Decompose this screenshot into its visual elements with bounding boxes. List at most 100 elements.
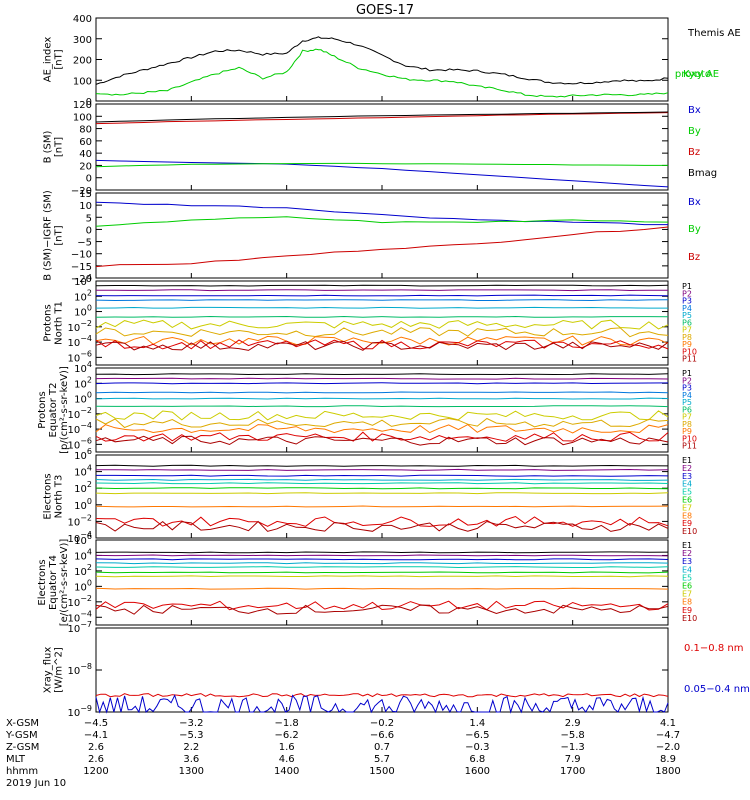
y-axis-label: Equator T2 <box>48 383 59 438</box>
x-row-value: 1.6 <box>279 742 295 753</box>
x-row-value: 1800 <box>655 766 680 777</box>
legend-e1: E1 <box>682 456 692 465</box>
y-tick-label: 200 <box>73 56 92 67</box>
y-axis-label: B (SM) <box>43 130 54 163</box>
legend-e6: E6 <box>682 496 692 505</box>
x-row-value: 3.6 <box>183 754 199 765</box>
legend-kyoto-proxy-ae: proxy AE <box>675 69 719 80</box>
y-tick-label: 5 <box>86 213 92 224</box>
y-tick-label: −10 <box>71 250 92 261</box>
legend-p3: P3 <box>682 297 692 306</box>
y-tick-label: 102 <box>74 375 92 390</box>
y-axis-label: Electrons <box>43 473 54 519</box>
y-tick-label: 100 <box>73 76 92 87</box>
panel-frame <box>95 103 669 191</box>
series-line-e8 <box>95 505 669 508</box>
x-row-value: −4.7 <box>656 730 680 741</box>
y-axis-label: Electrons <box>37 559 48 605</box>
x-row-label: X-GSM <box>6 718 39 729</box>
legend-p7: P7 <box>682 326 692 335</box>
x-row-value: 6.8 <box>469 754 485 765</box>
legend-e8: E8 <box>682 598 692 607</box>
y-tick-label: 100 <box>74 497 92 512</box>
legend-p2: P2 <box>682 376 692 385</box>
y-tick-label: 102 <box>74 563 92 578</box>
series-line-e9 <box>95 515 669 527</box>
legend-p3: P3 <box>682 384 692 393</box>
series-line-p2 <box>95 377 669 380</box>
series-line-e6 <box>95 571 669 574</box>
legend-p10: P10 <box>682 347 697 356</box>
series-line-bx <box>95 201 668 226</box>
y-axis-label: B (SM)−IGRF (SM) <box>43 190 54 281</box>
series-line-e9 <box>95 600 669 611</box>
x-row-value: −4.5 <box>84 718 108 729</box>
legend-bx: Bx <box>688 197 701 208</box>
legend-e3: E3 <box>682 557 692 566</box>
series-line-p8 <box>95 417 669 429</box>
series-line-e3 <box>96 474 669 477</box>
y-tick-label: 10−8 <box>67 662 92 677</box>
series-line-p2 <box>96 289 668 292</box>
legend-e10: E10 <box>682 614 697 623</box>
series-line-p7 <box>95 319 669 330</box>
legend-e9: E9 <box>682 519 692 528</box>
legend-bz: Bz <box>688 252 700 263</box>
y-tick-label: 0 <box>86 97 92 108</box>
y-tick-label: −20 <box>71 274 92 285</box>
y-tick-label: 60 <box>79 137 92 148</box>
legend-p2: P2 <box>682 289 692 298</box>
legend-e1: E1 <box>682 541 692 550</box>
y-tick-label: 10 <box>79 201 92 212</box>
series-line-bmag <box>95 111 669 123</box>
y-axis-label: [p/(cm²-s-sr-keV)] <box>59 366 70 454</box>
series-line-p1 <box>95 373 669 376</box>
legend-xray-1: 0.1−0.8 nm <box>684 643 743 654</box>
x-row-value: 1.4 <box>469 718 485 729</box>
y-tick-label: 102 <box>74 288 92 303</box>
series-line-p6 <box>95 405 669 408</box>
series-line-by <box>95 162 668 168</box>
series-line-e10 <box>95 604 669 615</box>
y-tick-label: 10−2 <box>67 406 92 421</box>
y-tick-label: −5 <box>77 238 92 249</box>
series-line-e5 <box>95 566 669 569</box>
legend-e5: E5 <box>682 488 692 497</box>
legend-p11: P11 <box>682 355 697 364</box>
legend-bx: Bx <box>688 105 701 116</box>
series-line-e2 <box>96 468 669 471</box>
legend-e5: E5 <box>682 573 692 582</box>
legend-e9: E9 <box>682 606 692 615</box>
legend-p9: P9 <box>682 340 692 349</box>
y-tick-label: 400 <box>73 14 92 25</box>
legend-bmag: Bmag <box>688 168 717 179</box>
panel-1: 0 100 200 300 400 AE_index [nT] Themis AE Kyotop… <box>43 14 741 108</box>
y-tick-label: 15 <box>79 189 92 200</box>
y-tick-label: 10−4 <box>67 334 92 349</box>
y-tick-label: 10−9 <box>67 704 92 719</box>
panel-frame <box>95 367 669 453</box>
series-line-bx <box>95 159 669 188</box>
legend-p5: P5 <box>682 311 692 320</box>
x-row-value: 1600 <box>465 766 490 777</box>
legend-e7: E7 <box>682 590 692 599</box>
x-row-value: 2.2 <box>183 742 199 753</box>
x-row-value: −0.2 <box>370 718 394 729</box>
x-row-value: 1300 <box>179 766 204 777</box>
y-tick-label: 0 <box>86 225 92 236</box>
legend-kyoto-proxy-ae: Kyoto <box>683 69 711 80</box>
y-axis-label: [W/m^2] <box>54 647 65 693</box>
x-axis-table: X-GSM −4.5 −3.2 −1.8 −0.2 1.4 2.9 4.1 Y-GSM −4.1 −… <box>5 718 681 789</box>
x-row-value: 2.9 <box>565 718 581 729</box>
legend-p11: P11 <box>682 442 697 451</box>
series-line-e8 <box>95 587 669 590</box>
x-row-value: 1400 <box>274 766 299 777</box>
legend-e8: E8 <box>682 511 692 520</box>
legend-p8: P8 <box>682 333 692 342</box>
date-label: 2019 Jun 10 <box>6 778 66 789</box>
series-line-p1 <box>95 284 669 287</box>
series-line-kyoto-proxy-ae <box>95 48 669 98</box>
